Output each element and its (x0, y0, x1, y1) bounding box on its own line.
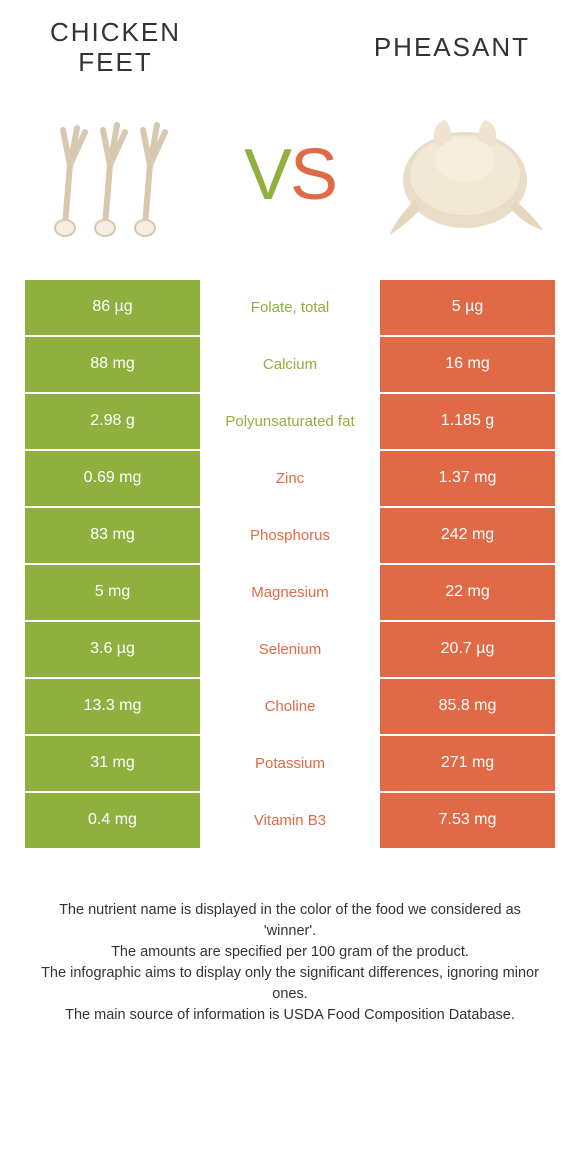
right-value: 271 mg (380, 736, 555, 793)
nutrient-table: 86 µgFolate, total5 µg88 mgCalcium16 mg2… (25, 280, 555, 850)
table-row: 13.3 mgCholine85.8 mg (25, 679, 555, 736)
right-value: 1.185 g (380, 394, 555, 451)
left-value: 0.4 mg (25, 793, 200, 850)
table-row: 0.4 mgVitamin B37.53 mg (25, 793, 555, 850)
footer-notes: The nutrient name is displayed in the co… (0, 850, 580, 1026)
nutrient-label: Selenium (200, 622, 380, 679)
right-value: 1.37 mg (380, 451, 555, 508)
footer-line-4: The main source of information is USDA F… (40, 1005, 540, 1026)
right-value: 20.7 µg (380, 622, 555, 679)
nutrient-label: Magnesium (200, 565, 380, 622)
left-value: 88 mg (25, 337, 200, 394)
footer-line-3: The infographic aims to display only the… (40, 963, 540, 1005)
table-row: 5 mgMagnesium22 mg (25, 565, 555, 622)
table-row: 83 mgPhosphorus242 mg (25, 508, 555, 565)
right-value: 85.8 mg (380, 679, 555, 736)
table-row: 2.98 gPolyunsaturated fat1.185 g (25, 394, 555, 451)
nutrient-label: Phosphorus (200, 508, 380, 565)
left-title-line2: feet (78, 47, 152, 77)
left-value: 3.6 µg (25, 622, 200, 679)
nutrient-label: Choline (200, 679, 380, 736)
left-value: 0.69 mg (25, 451, 200, 508)
nutrient-label: Polyunsaturated fat (200, 394, 380, 451)
left-value: 5 mg (25, 565, 200, 622)
nutrient-label: Vitamin B3 (200, 793, 380, 850)
header: Chicken feet Pheasant (0, 0, 580, 90)
chicken-feet-image (25, 100, 205, 250)
vs-v: V (244, 135, 290, 215)
left-title-line1: Chicken (50, 17, 181, 47)
right-value: 16 mg (380, 337, 555, 394)
table-row: 86 µgFolate, total5 µg (25, 280, 555, 337)
vs-s: S (290, 135, 336, 215)
images-row: VS (0, 90, 580, 280)
table-row: 31 mgPotassium271 mg (25, 736, 555, 793)
nutrient-label: Calcium (200, 337, 380, 394)
left-food-title: Chicken feet (50, 18, 181, 78)
right-value: 7.53 mg (380, 793, 555, 850)
pheasant-image (375, 100, 555, 250)
left-value: 83 mg (25, 508, 200, 565)
footer-line-2: The amounts are specified per 100 gram o… (40, 942, 540, 963)
right-food-title: Pheasant (374, 33, 530, 63)
left-value: 31 mg (25, 736, 200, 793)
left-value: 2.98 g (25, 394, 200, 451)
table-row: 88 mgCalcium16 mg (25, 337, 555, 394)
nutrient-label: Zinc (200, 451, 380, 508)
right-value: 22 mg (380, 565, 555, 622)
table-row: 3.6 µgSelenium20.7 µg (25, 622, 555, 679)
nutrient-label: Potassium (200, 736, 380, 793)
footer-line-1: The nutrient name is displayed in the co… (40, 900, 540, 942)
left-value: 13.3 mg (25, 679, 200, 736)
right-value: 242 mg (380, 508, 555, 565)
right-value: 5 µg (380, 280, 555, 337)
nutrient-label: Folate, total (200, 280, 380, 337)
vs-label: VS (244, 134, 336, 216)
left-value: 86 µg (25, 280, 200, 337)
table-row: 0.69 mgZinc1.37 mg (25, 451, 555, 508)
